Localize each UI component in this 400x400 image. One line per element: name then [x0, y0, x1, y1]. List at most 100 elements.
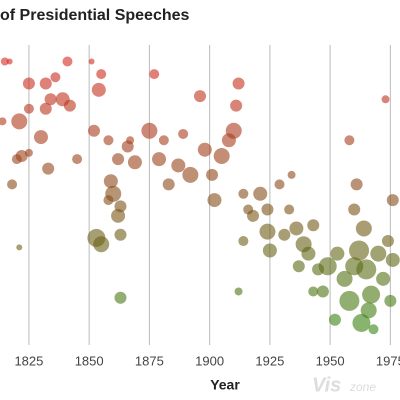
bubble	[328, 313, 341, 326]
bubble	[278, 228, 291, 241]
bubble	[42, 162, 55, 175]
x-tick-label: 1925	[255, 353, 284, 368]
bubble	[352, 313, 371, 332]
x-tick-label: 1875	[135, 353, 164, 368]
bubble	[22, 77, 35, 90]
x-tick-label: 1850	[75, 353, 104, 368]
bubble	[87, 124, 100, 137]
watermark: zone	[349, 380, 376, 394]
x-tick-label: 1825	[14, 353, 43, 368]
x-tick-label: 1950	[316, 353, 345, 368]
bubble	[62, 56, 73, 67]
bubble	[234, 287, 243, 296]
bubble	[238, 188, 249, 199]
bubble	[93, 236, 110, 253]
bubble	[376, 271, 391, 286]
bubble	[253, 186, 268, 201]
bubble	[349, 240, 370, 261]
bubble	[114, 228, 127, 241]
bubble	[243, 204, 254, 215]
x-axis-label: Year	[210, 377, 240, 393]
bubble	[284, 204, 295, 215]
bubble	[33, 130, 48, 145]
bubble	[111, 208, 126, 223]
bubble	[91, 82, 106, 97]
bubble	[316, 285, 329, 298]
bubble	[318, 257, 337, 276]
bubble	[141, 122, 158, 139]
bubble	[289, 221, 304, 236]
bubble	[178, 128, 189, 139]
bubble	[381, 235, 394, 248]
bubble	[88, 58, 95, 65]
bubble	[370, 245, 387, 262]
bubble	[308, 286, 319, 297]
bubble	[149, 69, 160, 80]
bubble	[206, 168, 219, 181]
bubble	[162, 178, 175, 191]
bubble	[362, 285, 381, 304]
bubble	[96, 69, 107, 80]
bubble	[103, 195, 114, 206]
bubble	[0, 57, 9, 66]
bubble	[368, 324, 379, 335]
bubble	[348, 203, 361, 216]
x-tick-label: 1900	[195, 353, 224, 368]
bubble	[0, 117, 7, 126]
bubble	[6, 58, 13, 65]
bubble	[360, 302, 377, 319]
bubble	[182, 166, 199, 183]
bubble	[274, 179, 285, 190]
bubble	[350, 178, 363, 191]
watermark: Vis	[312, 374, 341, 396]
bubble	[72, 154, 83, 165]
bubble	[207, 193, 222, 208]
bubble	[355, 220, 372, 237]
bubble	[103, 174, 118, 189]
bubble	[15, 150, 28, 162]
bubble	[112, 153, 125, 166]
bubble	[103, 135, 114, 146]
bubble	[16, 244, 23, 251]
bubble	[63, 99, 76, 112]
bubble	[213, 148, 230, 164]
bubble	[194, 90, 206, 103]
bubble	[114, 291, 127, 304]
bubble	[230, 99, 243, 112]
bubble	[238, 236, 249, 247]
bubble	[50, 72, 61, 83]
bubble	[385, 252, 400, 267]
bubble	[287, 170, 296, 179]
bubble	[39, 77, 52, 90]
bubble	[197, 142, 212, 157]
bubble	[336, 270, 353, 287]
bubble	[11, 113, 28, 130]
bubble	[24, 148, 33, 157]
bubble	[232, 77, 245, 90]
bubble	[23, 103, 34, 114]
bubble	[330, 246, 345, 261]
bubble	[386, 194, 399, 207]
chart-title: of Presidential Speeches	[0, 7, 190, 24]
bubble	[225, 122, 242, 139]
bubble	[126, 136, 135, 145]
bubble	[356, 259, 377, 280]
bubble	[381, 95, 390, 104]
bubble	[292, 260, 305, 273]
bubble	[127, 155, 142, 170]
bubble	[158, 135, 169, 146]
bubble	[259, 223, 276, 240]
bubble	[7, 179, 18, 190]
bubble	[384, 294, 397, 307]
bubble	[307, 219, 320, 232]
bubble	[171, 158, 186, 173]
bubble	[44, 93, 57, 106]
bubble	[301, 246, 316, 261]
bubble	[339, 290, 360, 311]
bubble	[261, 203, 274, 216]
bubble	[262, 243, 277, 258]
bubble	[344, 135, 355, 146]
bubble	[152, 152, 167, 167]
